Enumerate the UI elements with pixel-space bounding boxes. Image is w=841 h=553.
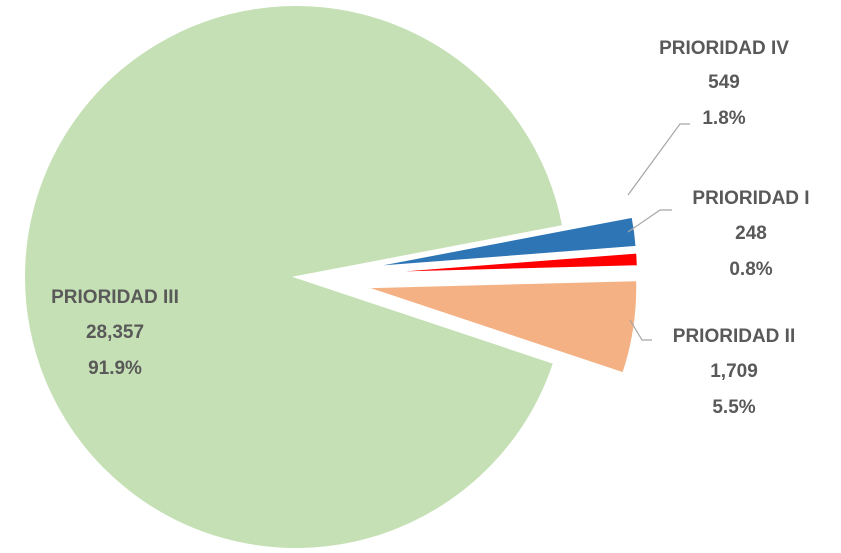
pie-slice-prioridad-iii	[23, 4, 565, 550]
pie-slice-prioridad-iv	[365, 215, 638, 269]
slice-percent-prioridad-iv: 1.8%	[702, 108, 745, 129]
slice-percent-prioridad-i: 0.8%	[729, 259, 772, 280]
slice-percent-prioridad-ii: 5.5%	[712, 397, 755, 418]
leader-line-prioridad-iv	[627, 123, 690, 196]
slice-value-prioridad-iv: 549	[708, 72, 740, 93]
data-labels: PRIORIDAD IV 549 1.8% PRIORIDAD I 248 0.…	[51, 38, 809, 418]
data-label-prioridad-ii: PRIORIDAD II 1,709 5.5%	[673, 326, 795, 418]
slice-name-prioridad-iii: PRIORIDAD III	[51, 287, 179, 308]
pie-slices	[23, 4, 639, 550]
slice-percent-prioridad-iii: 91.9%	[88, 358, 142, 379]
leader-lines	[627, 123, 690, 341]
slice-name-prioridad-i: PRIORIDAD I	[692, 188, 809, 209]
slice-value-prioridad-iii: 28,357	[86, 322, 144, 343]
data-label-prioridad-i: PRIORIDAD I 248 0.8%	[692, 188, 809, 280]
leader-line-prioridad-ii	[629, 319, 652, 341]
slice-value-prioridad-i: 248	[735, 223, 767, 244]
leader-line-prioridad-i	[627, 209, 672, 233]
slice-name-prioridad-ii: PRIORIDAD II	[673, 326, 795, 347]
pie-slice-prioridad-i	[365, 251, 639, 275]
slice-name-prioridad-iv: PRIORIDAD IV	[659, 38, 789, 59]
slice-value-prioridad-ii: 1,709	[710, 361, 758, 382]
data-label-prioridad-iv: PRIORIDAD IV 549 1.8%	[659, 38, 789, 129]
data-label-prioridad-iii: PRIORIDAD III 28,357 91.9%	[51, 287, 179, 379]
